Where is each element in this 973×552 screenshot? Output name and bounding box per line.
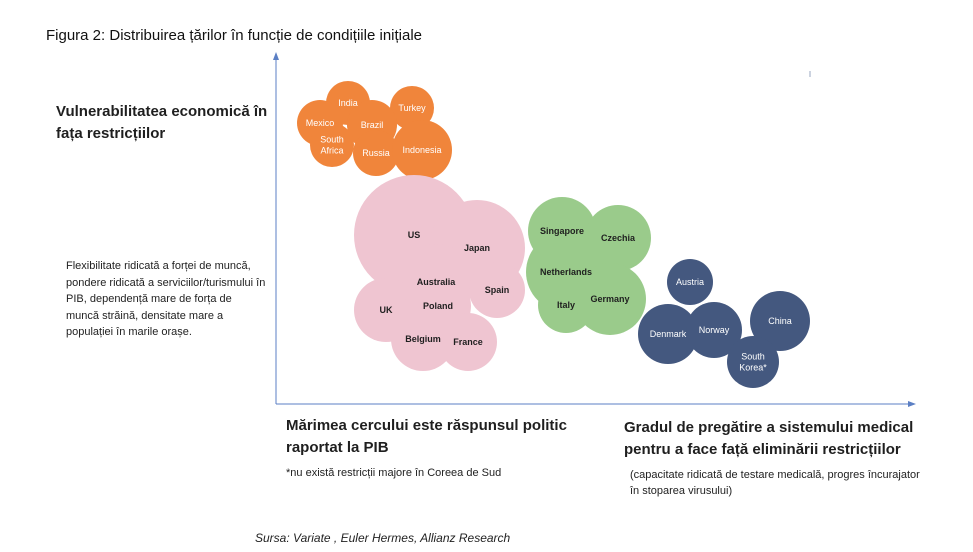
bubble-south-korea bbox=[727, 336, 779, 388]
label-south-korea: South Korea* bbox=[739, 352, 767, 373]
figure-title: Figura 2: Distribuirea țărilor în funcți… bbox=[46, 27, 423, 44]
x-axis-description: (capacitate ridicată de testare medicală… bbox=[630, 469, 920, 497]
bubble-turkey bbox=[390, 86, 434, 130]
label-uk: UK bbox=[380, 305, 393, 315]
label-czechia: Czechia bbox=[601, 233, 636, 243]
label-japan: Japan bbox=[464, 243, 490, 253]
label-turkey: Turkey bbox=[398, 103, 426, 113]
label-singapore: Singapore bbox=[540, 226, 584, 236]
bubble-germany bbox=[574, 263, 646, 335]
source-note: Sursa: Variate , Euler Hermes, Allianz R… bbox=[255, 531, 511, 545]
label-netherlands: Netherlands bbox=[540, 267, 592, 277]
label-india: India bbox=[338, 98, 358, 108]
bubbles-layer bbox=[297, 81, 810, 388]
label-belgium: Belgium bbox=[405, 334, 441, 344]
y-axis-arrow bbox=[273, 52, 279, 60]
label-mexico: Mexico bbox=[306, 118, 335, 128]
label-italy: Italy bbox=[557, 300, 575, 310]
label-china: China bbox=[768, 316, 792, 326]
labels-layer: India Turkey Mexico Brazil South Africa Russia… bbox=[306, 98, 792, 373]
axes bbox=[273, 52, 916, 407]
label-norway: Norway bbox=[699, 325, 730, 335]
bubble-belgium bbox=[391, 307, 455, 371]
bubble-norway bbox=[686, 302, 742, 358]
label-us: US bbox=[408, 230, 421, 240]
bubble-austria bbox=[667, 259, 713, 305]
label-russia: Russia bbox=[362, 148, 390, 158]
label-austria: Austria bbox=[676, 277, 704, 287]
bubble-russia bbox=[353, 130, 399, 176]
y-axis-label: Vulnerabilitatea economică în fața restr… bbox=[56, 103, 268, 142]
x-axis-label: Gradul de pregătire a sistemului medical… bbox=[624, 419, 914, 458]
bubble-china bbox=[750, 291, 810, 351]
label-south-africa: South Africa bbox=[320, 135, 344, 156]
bubble-denmark bbox=[638, 304, 698, 364]
label-australia: Australia bbox=[417, 277, 457, 287]
bubble-france bbox=[439, 313, 497, 371]
label-denmark: Denmark bbox=[650, 329, 687, 339]
label-brazil: Brazil bbox=[361, 120, 384, 130]
label-spain: Spain bbox=[485, 285, 510, 295]
label-france: France bbox=[453, 337, 483, 347]
label-germany: Germany bbox=[590, 294, 629, 304]
bubble-south-africa bbox=[310, 123, 354, 167]
x-axis-arrow bbox=[908, 401, 916, 407]
bubble-indonesia bbox=[392, 120, 452, 180]
label-indonesia: Indonesia bbox=[402, 145, 441, 155]
label-poland: Poland bbox=[423, 301, 453, 311]
footnote: *nu există restricții majore în Coreea d… bbox=[286, 467, 502, 479]
y-axis-description: Flexibilitate ridicată a forței de muncă… bbox=[66, 260, 266, 338]
bubble-spain bbox=[469, 262, 525, 318]
size-legend-label: Mărimea cercului este răspunsul politic … bbox=[286, 417, 567, 456]
